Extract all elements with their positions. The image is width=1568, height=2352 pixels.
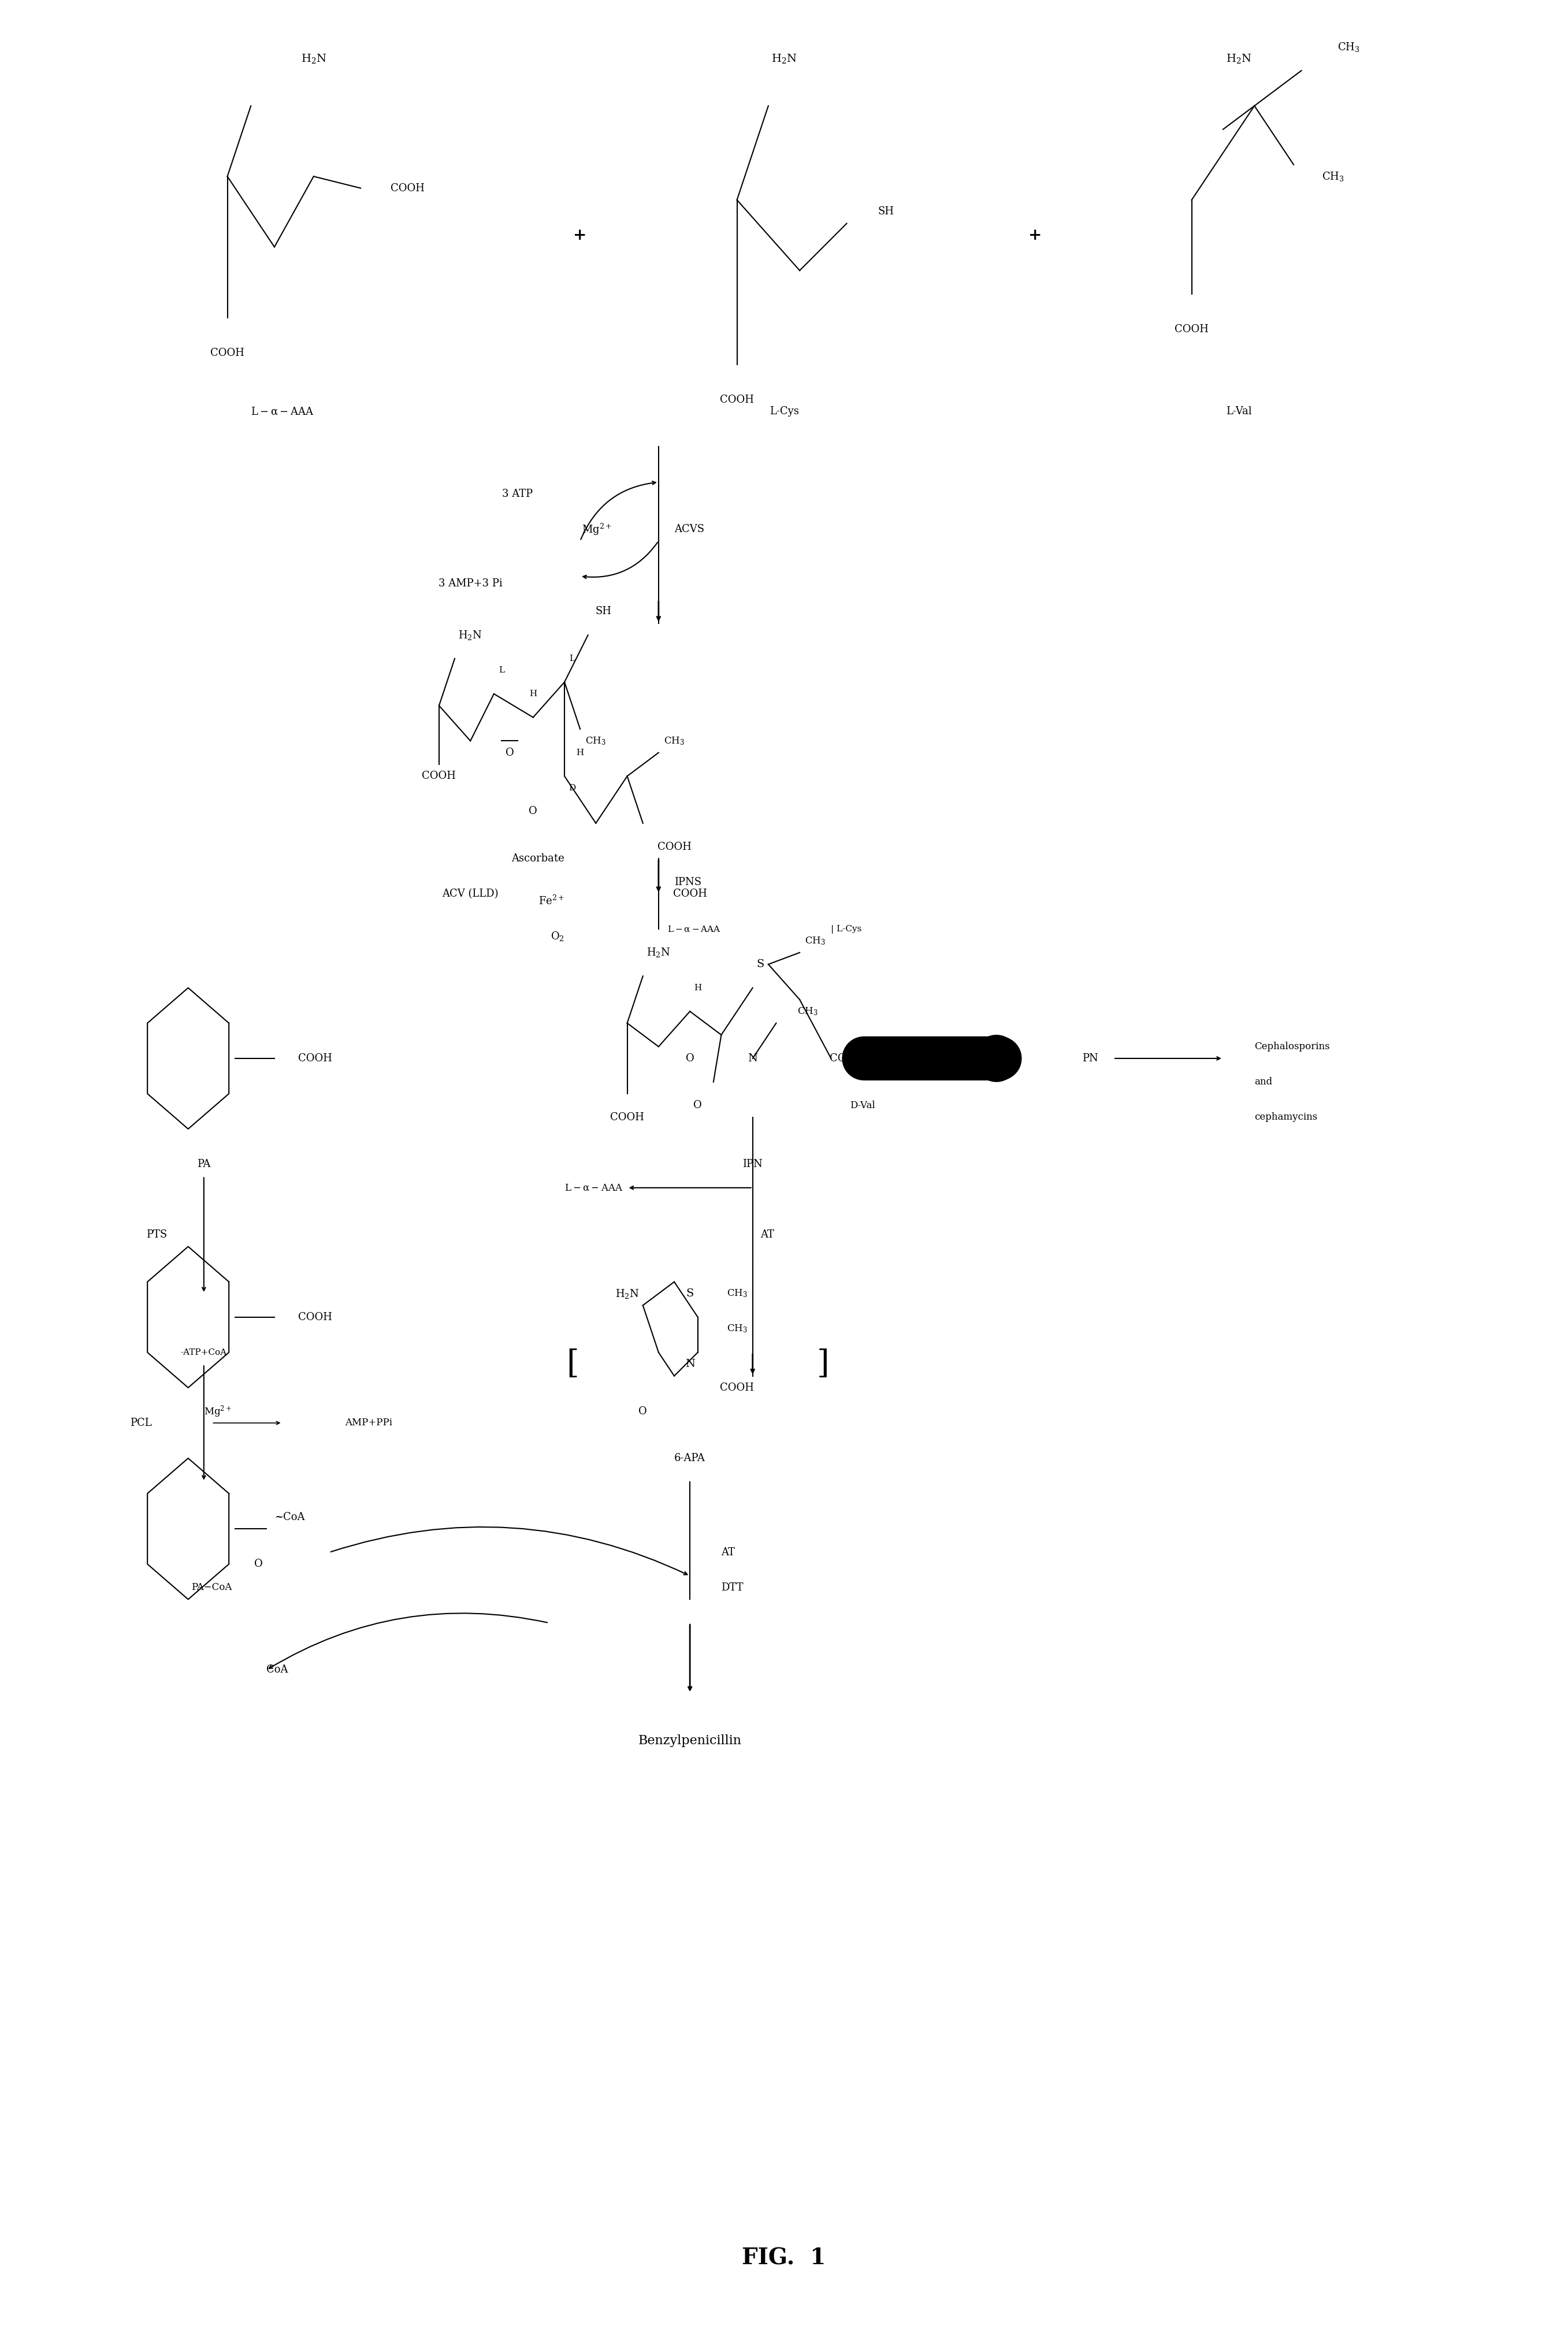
Text: SH: SH bbox=[878, 207, 894, 216]
Text: COOH: COOH bbox=[210, 348, 245, 358]
Text: COOH: COOH bbox=[390, 183, 425, 193]
Text: $\mathregular{H_2N}$: $\mathregular{H_2N}$ bbox=[458, 628, 483, 642]
Text: PA−CoA: PA−CoA bbox=[191, 1583, 232, 1592]
Text: FIG.  1: FIG. 1 bbox=[742, 2246, 826, 2270]
Text: $\mathregular{L-\alpha-AAA}$: $\mathregular{L-\alpha-AAA}$ bbox=[564, 1183, 622, 1192]
Text: $\mathregular{Mg^{2+}}$: $\mathregular{Mg^{2+}}$ bbox=[582, 522, 612, 536]
Text: H: H bbox=[530, 689, 536, 699]
Text: D: D bbox=[569, 783, 575, 793]
Text: L: L bbox=[499, 666, 505, 675]
Text: $\mathregular{H_2N}$: $\mathregular{H_2N}$ bbox=[646, 946, 671, 960]
Text: [: [ bbox=[566, 1348, 579, 1381]
Text: 3 AMP+3 Pi: 3 AMP+3 Pi bbox=[439, 579, 502, 588]
Text: SH: SH bbox=[596, 607, 612, 616]
Text: PCL: PCL bbox=[130, 1418, 152, 1428]
Text: and: and bbox=[1254, 1077, 1272, 1087]
Text: COOH: COOH bbox=[720, 395, 754, 405]
Text: Benzylpenicillin: Benzylpenicillin bbox=[638, 1733, 742, 1748]
Text: COOH: COOH bbox=[720, 1383, 754, 1392]
Text: $\mathregular{CH_3}$: $\mathregular{CH_3}$ bbox=[585, 736, 607, 746]
Text: +: + bbox=[574, 228, 586, 242]
Text: $\mathregular{CH_3}$: $\mathregular{CH_3}$ bbox=[797, 1007, 818, 1016]
Text: PN: PN bbox=[1082, 1054, 1098, 1063]
Text: CoA: CoA bbox=[267, 1665, 289, 1675]
Text: COOH: COOH bbox=[610, 1112, 644, 1122]
Text: +: + bbox=[1029, 228, 1041, 242]
Text: L: L bbox=[569, 654, 575, 663]
Text: $\mathregular{H_2N}$: $\mathregular{H_2N}$ bbox=[301, 52, 326, 66]
Text: O: O bbox=[685, 1054, 695, 1063]
Text: ~CoA: ~CoA bbox=[274, 1512, 304, 1522]
Text: O: O bbox=[254, 1559, 263, 1569]
Text: $\mathregular{CH_3}$: $\mathregular{CH_3}$ bbox=[804, 936, 826, 946]
Text: $\mathregular{CH_3}$: $\mathregular{CH_3}$ bbox=[1322, 169, 1344, 183]
Text: 6-APA: 6-APA bbox=[674, 1454, 706, 1463]
Text: AT: AT bbox=[760, 1230, 775, 1240]
Text: O: O bbox=[693, 1101, 702, 1110]
Text: COOH: COOH bbox=[673, 889, 707, 898]
Text: PA: PA bbox=[198, 1160, 210, 1169]
Text: $\mathregular{L-\alpha-AAA}$: $\mathregular{L-\alpha-AAA}$ bbox=[251, 407, 314, 416]
Text: ACVS: ACVS bbox=[674, 524, 704, 534]
Text: ]: ] bbox=[817, 1348, 829, 1381]
Text: COOH: COOH bbox=[1174, 325, 1209, 334]
Text: $\mathregular{CH_3}$: $\mathregular{CH_3}$ bbox=[663, 736, 685, 746]
Text: D-Val: D-Val bbox=[850, 1101, 875, 1110]
Text: AMP+PPi: AMP+PPi bbox=[345, 1418, 392, 1428]
Text: O: O bbox=[638, 1406, 648, 1416]
Text: $\mathregular{CH_3}$: $\mathregular{CH_3}$ bbox=[1338, 40, 1359, 54]
Text: -ATP+CoA: -ATP+CoA bbox=[180, 1348, 227, 1357]
Text: $\mathregular{O_2}$: $\mathregular{O_2}$ bbox=[550, 929, 564, 943]
Text: $\mathregular{H_2N}$: $\mathregular{H_2N}$ bbox=[615, 1287, 640, 1301]
Text: COOH: COOH bbox=[657, 842, 691, 851]
Text: IPNS: IPNS bbox=[674, 877, 701, 887]
Text: N: N bbox=[748, 1054, 757, 1063]
Text: $\mathregular{L-\alpha-AAA}$: $\mathregular{L-\alpha-AAA}$ bbox=[668, 924, 721, 934]
Text: Cephalosporins: Cephalosporins bbox=[1254, 1042, 1330, 1051]
Text: | L-Cys: | L-Cys bbox=[831, 924, 862, 934]
Text: COOH: COOH bbox=[298, 1054, 332, 1063]
Text: $\mathregular{CH_3}$: $\mathregular{CH_3}$ bbox=[726, 1289, 748, 1298]
Text: H: H bbox=[695, 983, 701, 993]
Text: COOH: COOH bbox=[829, 1054, 864, 1063]
Text: PTS: PTS bbox=[146, 1230, 168, 1240]
Text: H: H bbox=[577, 748, 583, 757]
Text: N: N bbox=[685, 1359, 695, 1369]
Text: 3 ATP: 3 ATP bbox=[502, 489, 533, 499]
Text: cephamycins: cephamycins bbox=[1254, 1112, 1317, 1122]
Text: COOH: COOH bbox=[298, 1312, 332, 1322]
Text: O: O bbox=[505, 748, 514, 757]
Text: $\mathregular{H_2N}$: $\mathregular{H_2N}$ bbox=[771, 52, 797, 66]
Text: $\mathregular{H_2N}$: $\mathregular{H_2N}$ bbox=[1226, 52, 1251, 66]
Text: COOH: COOH bbox=[422, 771, 456, 781]
Text: $\mathregular{Mg^{2+}}$: $\mathregular{Mg^{2+}}$ bbox=[204, 1404, 232, 1418]
Text: $\mathregular{CH_3}$: $\mathregular{CH_3}$ bbox=[726, 1324, 748, 1334]
Text: Ascorbate: Ascorbate bbox=[511, 854, 564, 863]
Text: O: O bbox=[528, 807, 538, 816]
Text: L-Val: L-Val bbox=[1226, 407, 1251, 416]
Text: L-Cys: L-Cys bbox=[770, 407, 798, 416]
Text: IPN: IPN bbox=[743, 1160, 762, 1169]
Text: S: S bbox=[757, 960, 764, 969]
Text: S: S bbox=[687, 1289, 693, 1298]
Text: DTT: DTT bbox=[721, 1583, 743, 1592]
Text: ACV (LLD): ACV (LLD) bbox=[442, 889, 499, 898]
Text: AT: AT bbox=[721, 1548, 735, 1557]
Text: $\mathregular{Fe^{2+}}$: $\mathregular{Fe^{2+}}$ bbox=[538, 894, 564, 908]
